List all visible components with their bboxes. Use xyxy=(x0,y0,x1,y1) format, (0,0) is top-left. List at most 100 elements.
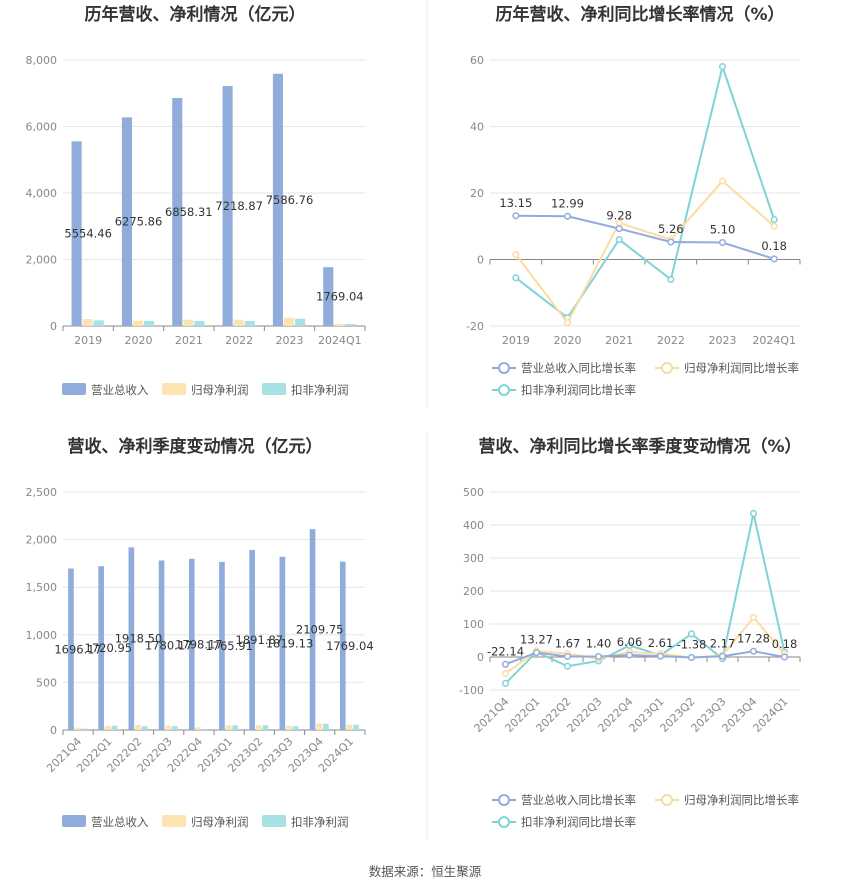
data-point xyxy=(749,647,758,655)
bar-revenue xyxy=(279,556,286,730)
data-point xyxy=(667,275,675,284)
y-tick-label: 400 xyxy=(463,519,484,532)
bar-data-label: 1780.17 xyxy=(145,638,193,652)
legend-label: 营业总收入 xyxy=(91,383,149,397)
data-point xyxy=(749,613,758,621)
legend-marker xyxy=(661,794,673,806)
point-data-label: 6.06 xyxy=(617,635,643,649)
point-data-label: 0.18 xyxy=(761,239,787,253)
bar-net-profit xyxy=(165,725,172,730)
data-point xyxy=(718,652,727,660)
data-point xyxy=(563,652,572,660)
bar-revenue xyxy=(158,560,165,730)
legend-label: 扣非净利润 xyxy=(291,815,349,829)
x-tick-label: 2019 xyxy=(502,334,530,347)
data-source: 数据来源：恒生聚源 xyxy=(369,864,482,879)
data-point xyxy=(770,216,778,224)
data-point xyxy=(718,63,727,71)
series-line-revenue xyxy=(505,650,785,666)
x-tick-label: 2022 xyxy=(657,334,685,347)
bar-net-profit xyxy=(135,724,141,730)
legend-marker xyxy=(661,362,673,374)
bar-net-profit xyxy=(104,725,111,730)
bar-revenue xyxy=(249,549,255,730)
bar-revenue xyxy=(98,566,104,730)
y-tick-label: 20 xyxy=(470,187,484,200)
bar-deducted-profit xyxy=(323,723,329,730)
x-tick-label: 2024Q1 xyxy=(752,334,796,347)
legend-label: 归母净利润同比增长率 xyxy=(684,793,799,807)
chart-title-quarterly-growth: 营收、净利同比增长率季度变动情况（%） xyxy=(478,436,801,457)
point-data-label: 1.40 xyxy=(586,637,612,651)
bar-net-profit xyxy=(346,724,353,730)
y-tick-label: -100 xyxy=(459,684,484,697)
legend-label: 营业总收入同比增长率 xyxy=(521,361,636,375)
data-point xyxy=(615,236,623,244)
legend-label: 归母净利润 xyxy=(191,383,249,397)
data-point xyxy=(563,319,572,327)
legend-label: 扣非净利润 xyxy=(291,383,349,397)
bar-deducted-profit xyxy=(232,725,239,730)
bar-data-label: 6275.86 xyxy=(115,215,163,229)
series-line-deducted-profit xyxy=(504,513,786,685)
legend-swatch xyxy=(162,815,186,827)
bar-net-profit xyxy=(255,725,262,730)
x-tick-label: 2020 xyxy=(554,334,582,347)
y-tick-label: 2,500 xyxy=(26,486,58,499)
bar-revenue xyxy=(272,73,283,326)
x-tick-label: 2024Q1 xyxy=(318,334,362,347)
x-tick-label: 2019 xyxy=(74,334,102,347)
bar-deducted-profit xyxy=(93,320,104,326)
bar-data-label: 1769.04 xyxy=(316,290,364,304)
data-point xyxy=(667,238,675,246)
bar-revenue xyxy=(121,117,132,326)
point-data-label: 13.15 xyxy=(499,196,532,210)
bar-revenue xyxy=(309,529,316,730)
bar-revenue xyxy=(339,561,346,730)
legend-swatch xyxy=(262,815,286,827)
legend-label: 扣非净利润同比增长率 xyxy=(521,383,636,397)
bar-deducted-profit xyxy=(111,725,118,730)
y-tick-label: 100 xyxy=(463,618,484,631)
y-tick-label: 60 xyxy=(470,54,484,67)
y-tick-label: 0 xyxy=(477,651,484,664)
y-tick-label: 40 xyxy=(470,121,484,134)
y-tick-label: 0 xyxy=(50,724,57,737)
point-data-label: 12.99 xyxy=(551,196,584,210)
point-data-label: 5.26 xyxy=(658,222,684,236)
y-tick-label: 500 xyxy=(463,486,484,499)
point-data-label: 9.28 xyxy=(606,209,632,223)
data-point xyxy=(687,630,696,638)
annual-growth-chart: -20 0 20 40 60 2019 2020 2021 2022 2023 2024Q1 13.1… xyxy=(466,54,801,397)
legend-marker xyxy=(498,816,510,828)
bar-data-label: 1720.95 xyxy=(85,641,133,655)
chart-title-annual-revenue: 历年营收、净利情况（亿元） xyxy=(85,4,306,25)
annual-revenue-chart: 0 2,000 4,000 6,000 8,000 2019 2020 2021 2022 202… xyxy=(26,54,366,397)
y-tick-label: 0 xyxy=(477,254,484,267)
data-point xyxy=(501,660,510,668)
bar-net-profit xyxy=(183,319,194,326)
y-tick-label: 4,000 xyxy=(26,187,58,200)
point-data-label: 1.67 xyxy=(555,636,581,650)
data-point xyxy=(512,274,520,282)
bar-net-profit xyxy=(195,727,202,730)
bar-data-label: 7586.76 xyxy=(266,193,314,207)
x-tick-label: 2022 xyxy=(225,334,253,347)
legend-label: 营业总收入 xyxy=(91,815,149,829)
y-tick-label: 500 xyxy=(36,676,57,689)
bar-net-profit xyxy=(82,319,93,326)
bar-deducted-profit xyxy=(345,324,356,326)
y-tick-label: 1,000 xyxy=(26,629,58,642)
bar-net-profit xyxy=(286,725,292,730)
y-tick-label: 6,000 xyxy=(26,121,58,134)
point-data-label: 2.17 xyxy=(710,636,736,650)
bar-data-label: 1891.87 xyxy=(236,633,284,647)
bar-deducted-profit xyxy=(262,725,269,730)
point-data-label: -1.38 xyxy=(677,637,707,651)
bar-deducted-profit xyxy=(292,726,299,730)
bar-deducted-profit xyxy=(194,321,205,326)
quarterly-growth-chart: -10001002003004005002021Q42022Q12022Q220… xyxy=(459,486,801,829)
data-point xyxy=(563,212,572,220)
data-point xyxy=(770,255,778,263)
data-point xyxy=(687,653,696,662)
